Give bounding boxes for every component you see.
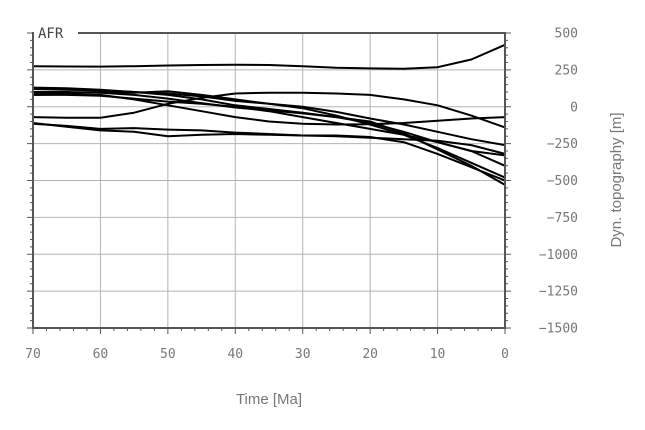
x-tick-label: 50: [160, 347, 176, 362]
x-tick-label: 30: [295, 347, 311, 362]
grid: [33, 33, 505, 328]
y-axis-label: Dyn. topography [m]: [608, 112, 625, 247]
y-tick-label: 250: [555, 63, 578, 78]
series-lines: [32, 43, 506, 186]
y-tick-label: −1000: [539, 248, 578, 263]
y-tick-label: −250: [547, 137, 578, 152]
y-tick-label: −1250: [539, 285, 578, 300]
series-line-8: [32, 122, 506, 182]
region-label: AFR: [38, 26, 64, 42]
y-tick-label: −500: [547, 174, 578, 189]
series-line-1: [32, 43, 506, 70]
series-line-9: [32, 93, 506, 126]
x-tick-label: 70: [25, 347, 41, 362]
x-tick-label: 60: [93, 347, 109, 362]
y-tick-label: −1500: [539, 322, 578, 337]
region-badge: AFR: [34, 25, 78, 42]
x-axis-ticks: 70 60 50 40 30 20 10 0: [25, 328, 509, 362]
region-badge-background: [34, 25, 78, 41]
x-tick-label: 20: [362, 347, 378, 362]
series-line-7: [32, 122, 506, 155]
series-line-10: [32, 91, 506, 186]
x-tick-label: 40: [227, 347, 243, 362]
series-line-6: [32, 91, 506, 129]
x-tick-label: 10: [430, 347, 446, 362]
y-tick-label: 0: [570, 100, 578, 115]
y-tick-label: 500: [555, 27, 578, 42]
y-tick-label: −750: [547, 211, 578, 226]
x-axis-label: Time [Ma]: [236, 391, 302, 408]
y-axis-ticks: 500 250 0 −250 −500 −750 −1000 −1250 −1500: [27, 27, 578, 337]
x-tick-label: 0: [501, 347, 509, 362]
